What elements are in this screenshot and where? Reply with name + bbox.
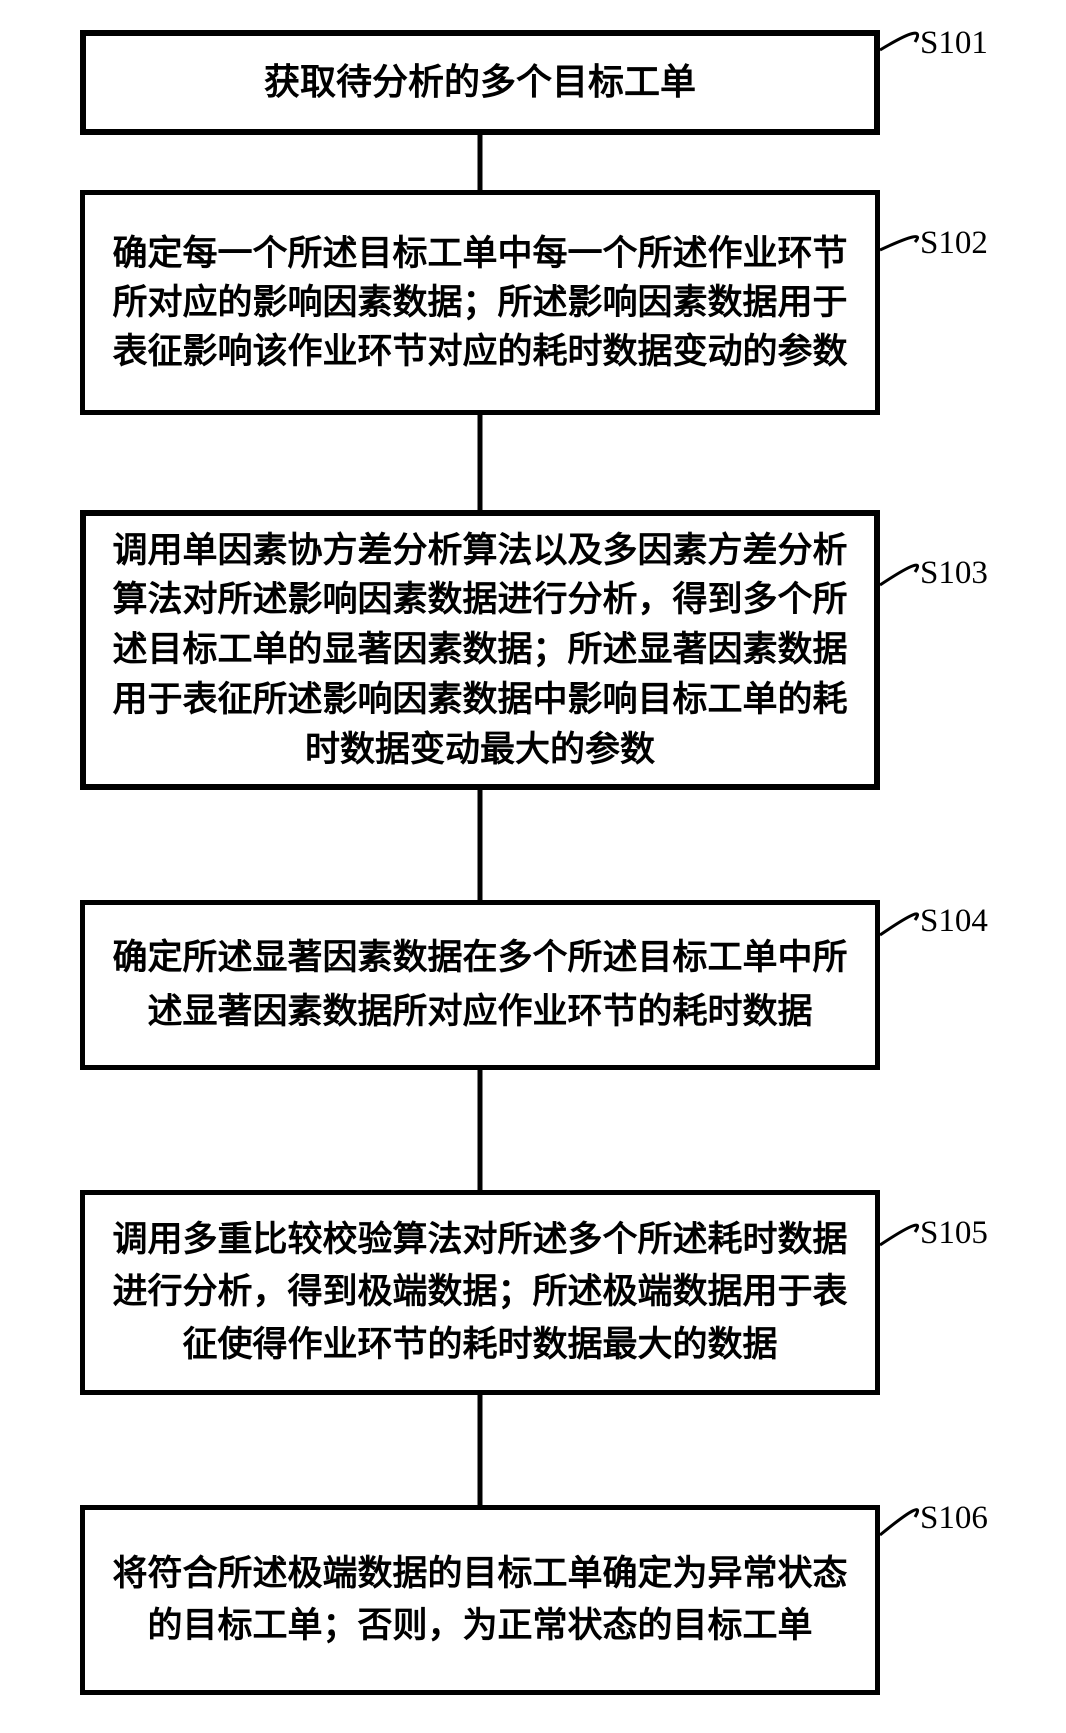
flow-step-text: 调用单因素协方差分析算法以及多因素方差分析算法对所述影响因素数据进行分析，得到多… xyxy=(104,526,856,774)
step-label-s104: S104 xyxy=(920,903,988,940)
label-connector xyxy=(880,914,918,935)
flow-step-s104: 确定所述显著因素数据在多个所述目标工单中所述显著因素数据所对应作业环节的耗时数据 xyxy=(80,900,880,1070)
flow-step-s105: 调用多重比较校验算法对所述多个所述耗时数据进行分析，得到极端数据；所述极端数据用… xyxy=(80,1190,880,1395)
flow-step-text: 确定所述显著因素数据在多个所述目标工单中所述显著因素数据所对应作业环节的耗时数据 xyxy=(103,931,857,1040)
label-connector xyxy=(880,1225,918,1245)
label-connector xyxy=(880,237,918,250)
flow-step-text: 确定每一个所述目标工单中每一个所述作业环节所对应的影响因素数据；所述影响因素数据… xyxy=(103,229,857,376)
label-connector xyxy=(880,565,918,585)
flow-step-s106: 将符合所述极端数据的目标工单确定为异常状态的目标工单；否则，为正常状态的目标工单 xyxy=(80,1505,880,1695)
flow-step-text: 获取待分析的多个目标工单 xyxy=(264,58,696,107)
label-connector xyxy=(880,33,918,50)
step-label-s105: S105 xyxy=(920,1215,988,1252)
flow-step-s103: 调用单因素协方差分析算法以及多因素方差分析算法对所述影响因素数据进行分析，得到多… xyxy=(80,510,880,790)
flow-step-s102: 确定每一个所述目标工单中每一个所述作业环节所对应的影响因素数据；所述影响因素数据… xyxy=(80,190,880,415)
step-label-s106: S106 xyxy=(920,1500,988,1537)
flow-step-text: 调用多重比较校验算法对所述多个所述耗时数据进行分析，得到极端数据；所述极端数据用… xyxy=(103,1214,857,1372)
flow-step-text: 将符合所述极端数据的目标工单确定为异常状态的目标工单；否则，为正常状态的目标工单 xyxy=(103,1548,857,1653)
step-label-s101: S101 xyxy=(920,25,988,62)
label-connector xyxy=(880,1510,918,1535)
flow-step-s101: 获取待分析的多个目标工单 xyxy=(80,30,880,135)
step-label-s102: S102 xyxy=(920,225,988,262)
step-label-s103: S103 xyxy=(920,555,988,592)
